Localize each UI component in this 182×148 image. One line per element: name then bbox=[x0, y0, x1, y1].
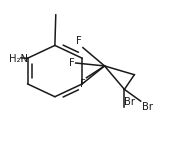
Text: H₂N: H₂N bbox=[9, 54, 28, 64]
Text: F: F bbox=[76, 36, 82, 46]
Text: Br: Br bbox=[124, 97, 135, 107]
Text: Br: Br bbox=[142, 102, 153, 112]
Text: F: F bbox=[80, 79, 86, 89]
Text: F: F bbox=[69, 58, 75, 68]
